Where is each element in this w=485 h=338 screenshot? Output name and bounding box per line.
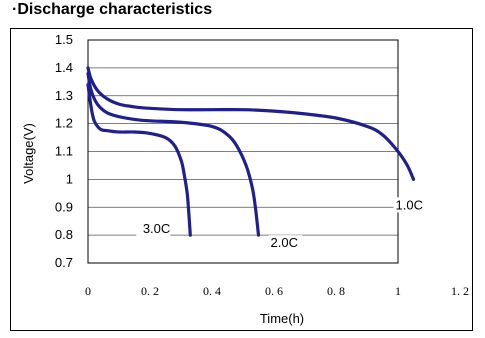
y-tick-label: 0.7 bbox=[55, 255, 73, 270]
y-tick-label: 1.2 bbox=[55, 116, 73, 131]
x-tick-label: 0. 8 bbox=[327, 284, 345, 298]
y-tick-label: 0.8 bbox=[55, 227, 73, 242]
y-axis-label: Voltage(V) bbox=[21, 123, 36, 184]
series-label-bg bbox=[136, 221, 171, 237]
series-labels: 1.0C 2.0C 3.0C bbox=[136, 197, 428, 251]
x-tick-label: 0. 6 bbox=[265, 284, 283, 298]
series-label-bg bbox=[393, 197, 428, 213]
series-lines bbox=[86, 66, 416, 237]
y-tick-label: 1 bbox=[66, 171, 73, 186]
series-label-1.0C: 1.0C bbox=[396, 197, 423, 212]
y-tick-label: 1.1 bbox=[55, 144, 73, 159]
y-axis-ticks: 0.7 0.8 0.9 1 1.1 1.2 1.3 1.4 1.5 bbox=[55, 32, 73, 270]
y-tick-label: 1.3 bbox=[55, 88, 73, 103]
grid-lines bbox=[88, 39, 398, 264]
x-axis-ticks: 0 0. 2 0. 4 0. 6 0. 8 1 1. 2 bbox=[85, 284, 469, 298]
x-tick-label: 1 bbox=[395, 284, 401, 298]
series-label-2.0C: 2.0C bbox=[271, 235, 298, 250]
x-tick-label: 0. 2 bbox=[141, 284, 159, 298]
series-line-2.0C bbox=[86, 71, 261, 237]
y-tick-label: 1.4 bbox=[55, 60, 73, 75]
series-label-3.0C: 3.0C bbox=[143, 221, 170, 236]
chart-frame bbox=[10, 28, 473, 331]
series-line-3.0C bbox=[86, 83, 192, 237]
series-label-bg bbox=[268, 235, 303, 251]
series-line-1.0C bbox=[86, 66, 416, 181]
x-axis-label: Time(h) bbox=[260, 311, 304, 326]
x-tick-label: 1. 2 bbox=[451, 284, 469, 298]
chart-title: ·Discharge characteristics bbox=[12, 1, 213, 18]
x-tick-label: 0. 4 bbox=[203, 284, 221, 298]
y-tick-label: 1.5 bbox=[55, 32, 73, 47]
x-tick-label: 0 bbox=[85, 284, 91, 298]
y-tick-label: 0.9 bbox=[55, 199, 73, 214]
